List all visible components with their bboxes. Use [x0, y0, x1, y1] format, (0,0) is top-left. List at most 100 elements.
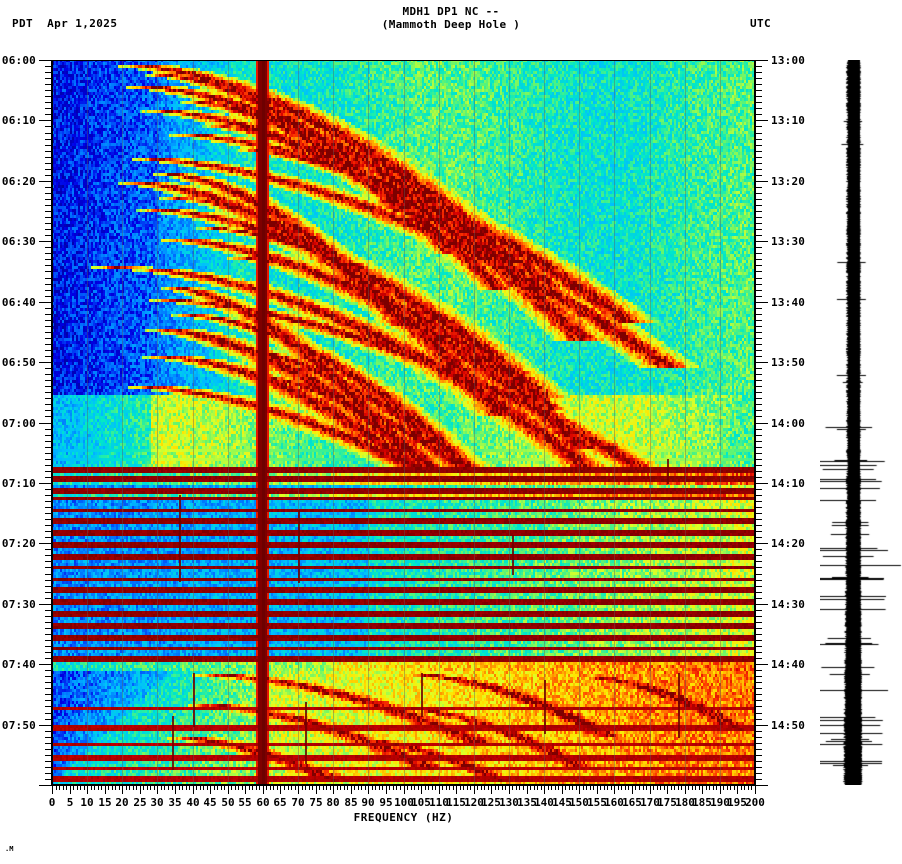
- axis-minor-tick: [755, 332, 762, 333]
- freq-major-tick: [474, 785, 475, 794]
- frequency-tick-label: 125: [481, 796, 501, 809]
- freq-minor-tick: [221, 785, 222, 790]
- axis-minor-tick: [45, 525, 52, 526]
- freq-minor-tick: [449, 785, 450, 790]
- frequency-tick-label: 90: [361, 796, 375, 809]
- freq-minor-tick: [678, 785, 679, 790]
- freq-minor-tick: [751, 785, 752, 790]
- axis-minor-tick: [755, 459, 762, 460]
- freq-major-tick: [122, 785, 123, 794]
- axis-major-tick: [755, 785, 768, 786]
- freq-minor-tick: [432, 785, 433, 790]
- freq-minor-tick: [358, 785, 359, 790]
- freq-minor-tick: [295, 785, 296, 790]
- freq-minor-tick: [660, 785, 661, 790]
- axis-minor-tick: [755, 223, 762, 224]
- frequency-tick-label: 130: [499, 796, 519, 809]
- frequency-tick-label: 60: [256, 796, 270, 809]
- axis-minor-tick: [755, 507, 762, 508]
- freq-minor-tick: [238, 785, 239, 790]
- axis-minor-tick: [755, 658, 762, 659]
- axis-minor-tick: [755, 706, 762, 707]
- axis-major-tick: [755, 423, 768, 424]
- freq-minor-tick: [418, 785, 419, 790]
- freq-major-tick: [386, 785, 387, 794]
- freq-minor-tick: [112, 785, 113, 790]
- right-time-label: 14:30: [771, 598, 806, 611]
- freq-minor-tick: [407, 785, 408, 790]
- freq-major-tick: [702, 785, 703, 794]
- freq-minor-tick: [400, 785, 401, 790]
- axis-minor-tick: [45, 102, 52, 103]
- axis-minor-tick: [45, 610, 52, 611]
- frequency-tick-label: 10: [80, 796, 94, 809]
- frequency-tick-label: 85: [344, 796, 358, 809]
- axis-minor-tick: [755, 477, 762, 478]
- axis-minor-tick: [45, 296, 52, 297]
- axis-minor-tick: [45, 72, 52, 73]
- freq-minor-tick: [361, 785, 362, 790]
- freq-minor-tick: [291, 785, 292, 790]
- axis-minor-tick: [45, 253, 52, 254]
- axis-minor-tick: [755, 169, 762, 170]
- left-time-label: 07:50: [1, 719, 36, 732]
- frequency-tick-label: 120: [464, 796, 484, 809]
- axis-major-tick: [755, 181, 768, 182]
- axis-major-tick: [39, 181, 52, 182]
- axis-minor-tick: [45, 205, 52, 206]
- axis-minor-tick: [45, 549, 52, 550]
- axis-minor-tick: [755, 628, 762, 629]
- axis-minor-tick: [45, 374, 52, 375]
- axis-minor-tick: [755, 537, 762, 538]
- freq-minor-tick: [231, 785, 232, 790]
- station-code-title: MDH1 DP1 NC --: [402, 5, 500, 18]
- axis-minor-tick: [755, 429, 762, 430]
- axis-minor-tick: [755, 72, 762, 73]
- axis-minor-tick: [755, 290, 762, 291]
- axis-minor-tick: [45, 410, 52, 411]
- axis-minor-tick: [45, 634, 52, 635]
- axis-minor-tick: [755, 610, 762, 611]
- frequency-tick-label: 150: [569, 796, 589, 809]
- freq-major-tick: [193, 785, 194, 794]
- axis-minor-tick: [755, 145, 762, 146]
- axis-minor-tick: [45, 404, 52, 405]
- axis-major-tick: [39, 604, 52, 605]
- freq-minor-tick: [572, 785, 573, 790]
- axis-minor-tick: [755, 489, 762, 490]
- axis-minor-tick: [45, 465, 52, 466]
- axis-minor-tick: [755, 694, 762, 695]
- axis-minor-tick: [755, 398, 762, 399]
- axis-minor-tick: [755, 580, 762, 581]
- frequency-tick-label: 145: [552, 796, 572, 809]
- freq-major-tick: [755, 785, 756, 794]
- freq-minor-tick: [126, 785, 127, 790]
- axis-minor-tick: [755, 386, 762, 387]
- freq-minor-tick: [590, 785, 591, 790]
- freq-minor-tick: [463, 785, 464, 790]
- axis-minor-tick: [755, 622, 762, 623]
- freq-major-tick: [597, 785, 598, 794]
- freq-minor-tick: [481, 785, 482, 790]
- spectrogram-canvas[interactable]: [52, 60, 755, 785]
- axis-minor-tick: [755, 767, 762, 768]
- spectrogram-plot[interactable]: [52, 60, 755, 785]
- freq-minor-tick: [66, 785, 67, 790]
- axis-minor-tick: [45, 314, 52, 315]
- axis-minor-tick: [45, 598, 52, 599]
- axis-minor-tick: [45, 133, 52, 134]
- freq-minor-tick: [242, 785, 243, 790]
- freq-minor-tick: [681, 785, 682, 790]
- frequency-tick-label: 20: [115, 796, 129, 809]
- axis-minor-tick: [755, 676, 762, 677]
- freq-minor-tick: [186, 785, 187, 790]
- freq-minor-tick: [319, 785, 320, 790]
- axis-minor-tick: [755, 652, 762, 653]
- axis-minor-tick: [755, 78, 762, 79]
- freq-minor-tick: [252, 785, 253, 790]
- freq-minor-tick: [611, 785, 612, 790]
- axis-minor-tick: [45, 126, 52, 127]
- freq-minor-tick: [621, 785, 622, 790]
- left-time-label: 06:40: [1, 296, 36, 309]
- freq-minor-tick: [147, 785, 148, 790]
